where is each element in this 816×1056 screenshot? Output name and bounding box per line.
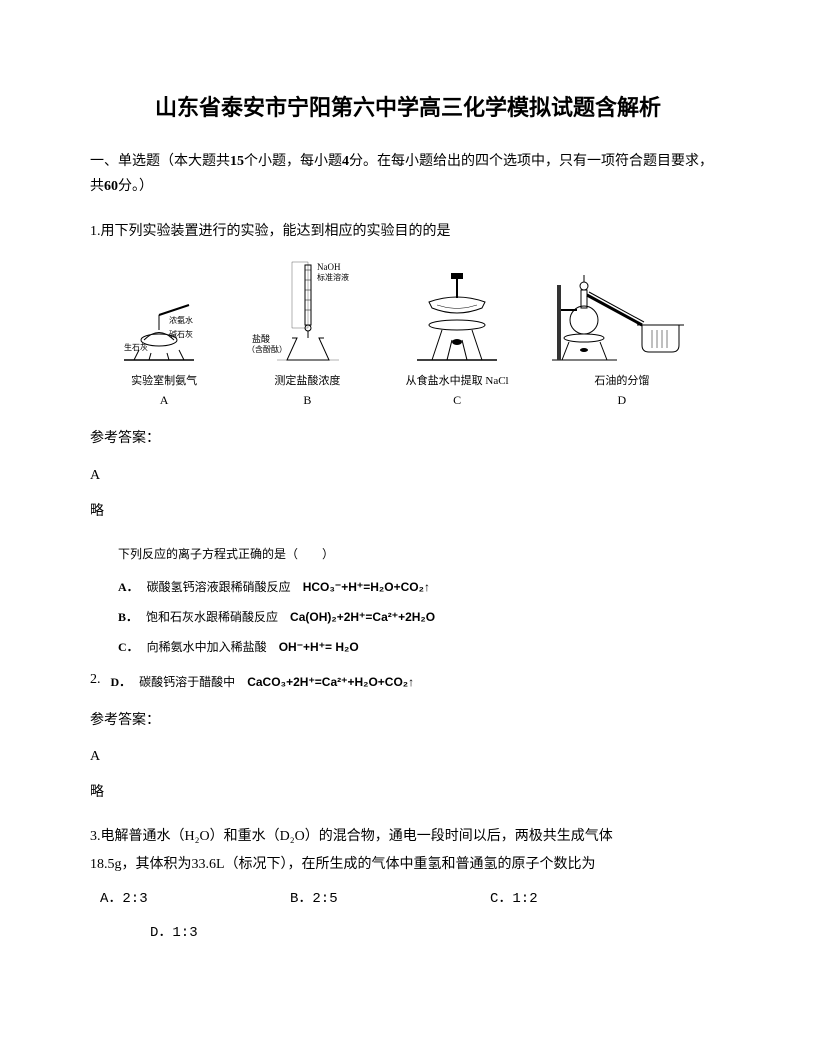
diagram-d-caption: 石油的分馏 [594,374,649,389]
svg-text:盐酸: 盐酸 [252,333,270,344]
q1-answer-label: 参考答案： [90,428,726,450]
diagram-d: 石油的分馏 D [547,270,697,411]
q1-number: 1. [90,224,101,239]
section-suffix: 分。） [118,179,153,194]
svg-text:碱石灰: 碱石灰 [169,329,193,339]
q2-a-letter: A． [118,580,139,594]
diagram-a: 浓氨水 碱石灰 生石灰 实验室制氨气 A [119,295,209,411]
question-1: 1.用下列实验装置进行的实验，能达到相应的实验目的的是 [90,218,726,246]
section-mid1: 个小题，每小题 [244,154,342,169]
q3-option-d: D．1:3 [90,919,726,947]
q3-text2: 18.5g，其体积为33.6L（标况下），在所生成的气体中重氢和普通氢的原子个数… [90,857,596,872]
q2-c-letter: C． [118,640,139,654]
q2-d-eq: CaCO₃+2H⁺=Ca²⁺+H₂O+CO₂↑ [247,675,414,689]
q2-prompt: 下列反应的离子方程式正确的是（ ） [118,541,726,567]
q2-answer-label: 参考答案： [90,710,726,732]
points-per-q: 4 [342,154,349,169]
q2-c-eq: OH⁻+H⁺= H₂O [279,640,359,654]
q3-options-row: A．2:3 B．2:5 C．1:2 [90,885,726,913]
naoh-label: NaOH [317,262,341,272]
q1-text: 用下列实验装置进行的实验，能达到相应的实验目的的是 [101,224,451,239]
page-title: 山东省泰安市宁阳第六中学高三化学模拟试题含解析 [90,90,726,125]
section-prefix: 一、单选题（本大题共 [90,154,230,169]
diagram-a-letter: A [160,391,169,410]
q3-number: 3. [90,829,101,844]
q2-b-letter: B． [118,610,138,624]
q2-d-desc: 碳酸钙溶于醋酸中 [139,675,235,689]
q2-c-desc: 向稀氨水中加入稀盐酸 [147,640,267,654]
svg-text:浓氨水: 浓氨水 [169,315,193,325]
q2-b-eq: Ca(OH)₂+2H⁺=Ca²⁺+2H₂O [290,610,435,624]
diagram-c-letter: C [453,391,461,410]
q2-brief: 略 [90,782,726,804]
question-count: 15 [230,154,244,169]
q2-a-desc: 碳酸氢钙溶液跟稀硝酸反应 [147,580,291,594]
q2-d-letter: D． [111,675,132,689]
q3-option-c: C．1:2 [490,885,640,913]
q1-answer: A [90,465,726,487]
question-2-block: 下列反应的离子方程式正确的是（ ） A． 碳酸氢钙溶液跟稀硝酸反应 HCO₃⁻+H… [90,541,726,695]
q2-number: 2. [90,665,101,696]
apparatus-c-icon [407,270,507,370]
q2-b-desc: 饱和石灰水跟稀硝酸反应 [146,610,278,624]
diagram-a-caption: 实验室制氨气 [131,374,197,389]
q2-option-c: C． 向稀氨水中加入稀盐酸 OH⁻+H⁺= H₂O [118,634,726,660]
std-sol-label: 标准溶液 [317,272,349,282]
section-header: 一、单选题（本大题共15个小题，每小题4分。在每小题给出的四个选项中，只有一项符… [90,149,726,199]
diagram-d-letter: D [618,391,627,410]
apparatus-b-icon: NaOH 标准溶液 盐酸 （含酚酞） [247,260,367,370]
q2-option-a: A． 碳酸氢钙溶液跟稀硝酸反应 HCO₃⁻+H⁺=H₂O+CO₂↑ [118,574,726,600]
q3-text1: 电解普通水（H₂O）和重水（D₂O）的混合物，通电一段时间以后，两极共生成气体 [101,829,613,844]
diagram-b-caption: 测定盐酸浓度 [274,374,340,389]
diagram-row: 浓氨水 碱石灰 生石灰 实验室制氨气 A NaOH 标准溶液 盐酸 （含酚酞） … [90,260,726,411]
q2-option-b: B． 饱和石灰水跟稀硝酸反应 Ca(OH)₂+2H⁺=Ca²⁺+2H₂O [118,604,726,630]
diagram-b-letter: B [303,391,311,410]
q2-option-d: D． 碳酸钙溶于醋酸中 CaCO₃+2H⁺=Ca²⁺+H₂O+CO₂↑ [111,669,415,695]
svg-text:（含酚酞）: （含酚酞） [247,344,287,354]
q2-answer: A [90,746,726,768]
total-points: 60 [104,179,118,194]
q2-a-eq: HCO₃⁻+H⁺=H₂O+CO₂↑ [303,580,430,594]
apparatus-a-icon: 浓氨水 碱石灰 生石灰 [119,295,209,370]
q3-option-b: B．2:5 [290,885,490,913]
diagram-b: NaOH 标准溶液 盐酸 （含酚酞） 测定盐酸浓度 B [247,260,367,411]
q3-option-a: A．2:3 [90,885,290,913]
apparatus-d-icon [547,270,697,370]
diagram-c: 从食盐水中提取 NaCl C [406,270,509,411]
svg-text:生石灰: 生石灰 [124,342,148,352]
q1-brief: 略 [90,501,726,523]
question-3: 3.电解普通水（H₂O）和重水（D₂O）的混合物，通电一段时间以后，两极共生成气… [90,823,726,947]
diagram-c-caption: 从食盐水中提取 NaCl [406,374,509,389]
